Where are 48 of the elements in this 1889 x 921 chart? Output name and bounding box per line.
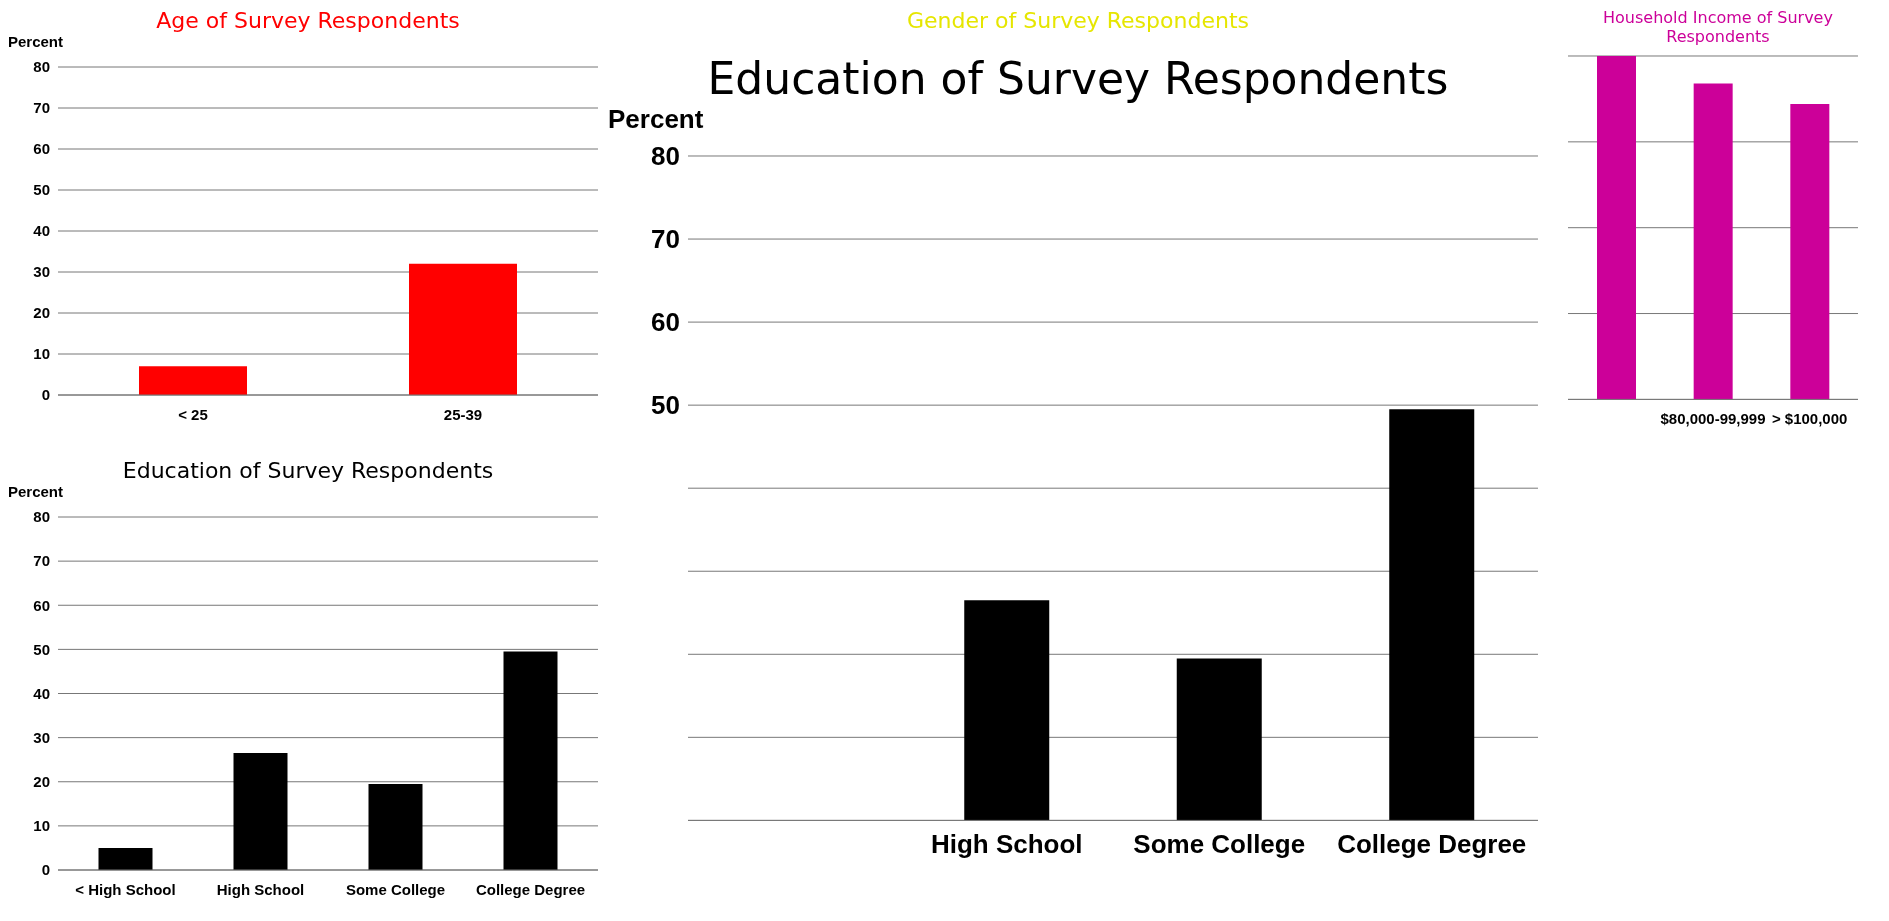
y-tick-label: 80 (33, 58, 50, 76)
chart-title: Education of Survey Respondents (121, 458, 495, 483)
x-tick-label: College Degree (1337, 828, 1527, 859)
y-tick-label: 40 (33, 684, 50, 702)
x-tick-label: High School (930, 828, 1083, 859)
bar (233, 753, 288, 870)
y-tick-label: 80 (33, 508, 50, 526)
y-tick-label: 70 (651, 223, 681, 254)
y-tick-label: 70 (33, 552, 50, 570)
chart-title: Age of Survey Respondents (155, 8, 461, 33)
y-tick-label: 50 (33, 181, 50, 199)
y-tick-label: 10 (33, 345, 50, 363)
y-axis-title: Percent (608, 104, 704, 134)
y-tick-label: 80 (651, 140, 681, 171)
y-tick-label: 10 (33, 817, 50, 835)
y-tick-label: 50 (33, 640, 50, 658)
y-tick-label: 20 (33, 304, 50, 322)
y-axis-title: Percent (8, 33, 65, 52)
y-tick-label: 40 (33, 222, 50, 240)
y-tick-label: 30 (33, 728, 50, 746)
y-tick-label: 60 (33, 140, 50, 158)
x-tick-label: College Degree (475, 880, 586, 898)
x-tick-label: High School (216, 880, 305, 898)
y-tick-label: 0 (41, 386, 50, 404)
y-tick-label: 60 (651, 306, 681, 337)
bar (98, 847, 153, 870)
x-tick-label: < 25 (178, 405, 208, 423)
y-tick-label: 30 (33, 263, 50, 281)
bar (368, 783, 423, 870)
y-tick-label: 70 (33, 99, 50, 117)
x-tick-label: 25-39 (443, 405, 483, 423)
y-tick-label: 50 (651, 389, 681, 420)
bar (503, 651, 558, 870)
bar (964, 599, 1050, 820)
y-tick-label: 20 (33, 773, 50, 791)
x-tick-label: > $100,000 (1771, 410, 1848, 428)
x-tick-label: Some College (345, 880, 446, 898)
y-axis-title: Percent (8, 483, 65, 502)
y-tick-label: 60 (33, 596, 50, 614)
bar (1389, 408, 1475, 820)
x-tick-label: Some College (1133, 828, 1306, 859)
y-tick-label: 0 (41, 861, 50, 879)
x-tick-label: < High School (75, 880, 176, 898)
text: Gender of Survey Respondents (906, 8, 1250, 33)
x-tick-label: $80,000-99,999 (1660, 410, 1766, 428)
chart-title: Education of Survey Respondents (706, 53, 1450, 104)
bar (1176, 658, 1262, 820)
chart-title: Household Income of Survey Respondents (1602, 8, 1834, 46)
